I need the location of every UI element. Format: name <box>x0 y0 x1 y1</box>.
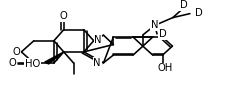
Text: O: O <box>60 11 68 21</box>
Text: O: O <box>8 58 16 68</box>
Text: N: N <box>93 58 101 68</box>
Text: D: D <box>180 0 187 10</box>
Text: N: N <box>94 35 102 45</box>
Text: HO: HO <box>25 59 40 69</box>
Text: N: N <box>151 20 159 30</box>
Text: OH: OH <box>157 63 172 73</box>
Text: D: D <box>195 8 203 18</box>
Text: O: O <box>13 47 21 57</box>
Polygon shape <box>45 52 64 64</box>
Text: D: D <box>159 29 167 39</box>
